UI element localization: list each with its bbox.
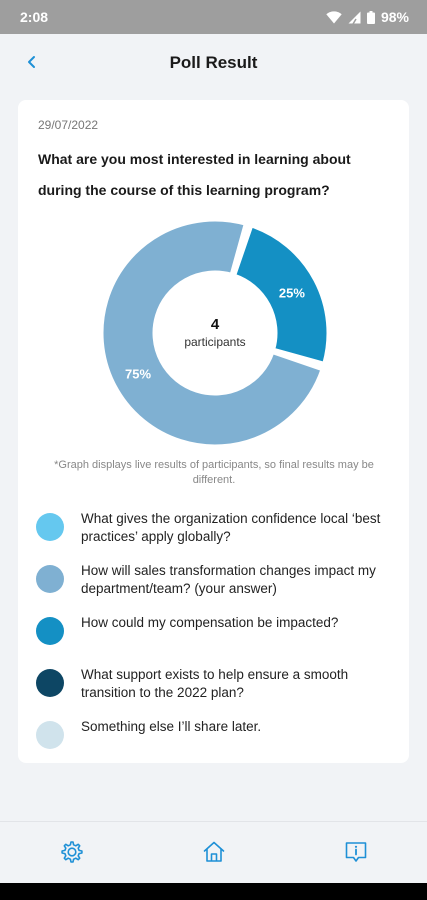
legend-label: What support exists to help ensure a smo… bbox=[81, 667, 349, 700]
chevron-left-icon bbox=[28, 56, 35, 68]
settings-button[interactable] bbox=[59, 839, 85, 865]
poll-result-card: 29/07/2022 What are you most interested … bbox=[18, 100, 409, 763]
signal-icon bbox=[348, 11, 361, 24]
legend-swatch bbox=[36, 565, 64, 593]
back-button[interactable] bbox=[18, 48, 46, 76]
status-time: 2:08 bbox=[20, 9, 49, 25]
poll-question: What are you most interested in learning… bbox=[38, 151, 351, 198]
legend-item: What support exists to help ensure a smo… bbox=[36, 666, 396, 718]
app-header: Poll Result bbox=[0, 34, 427, 92]
participants-count: 4 bbox=[210, 316, 220, 333]
system-gesture-bar bbox=[0, 883, 427, 900]
legend-item: What gives the organization confidence l… bbox=[36, 510, 396, 562]
bottom-navigation bbox=[0, 821, 427, 882]
legend-item: How will sales transformation changes im… bbox=[36, 562, 396, 614]
legend-item: Something else I’ll share later. bbox=[36, 718, 396, 770]
slice-label: 75% bbox=[125, 367, 151, 382]
legend-item: How could my compensation be impacted? bbox=[36, 614, 396, 666]
status-icons: 98% bbox=[326, 9, 409, 25]
status-bar: 2:08 98% bbox=[0, 0, 427, 34]
poll-date: 29/07/2022 bbox=[38, 118, 99, 132]
legend-swatch bbox=[36, 721, 64, 749]
participants-label: participants bbox=[184, 335, 246, 349]
donut-slice bbox=[232, 224, 330, 365]
answer-legend: What gives the organization confidence l… bbox=[36, 510, 396, 770]
home-button[interactable] bbox=[201, 839, 227, 865]
legend-swatch bbox=[36, 513, 64, 541]
chart-center-label: 4 participants bbox=[97, 218, 333, 448]
info-icon bbox=[345, 842, 367, 862]
wifi-icon bbox=[326, 10, 342, 23]
legend-label: What gives the organization confidence l… bbox=[81, 511, 381, 544]
settings-icon bbox=[61, 841, 83, 863]
page-title: Poll Result bbox=[169, 53, 258, 72]
slice-label: 25% bbox=[279, 285, 305, 300]
battery-level: 98% bbox=[380, 9, 409, 25]
legend-label: Something else I’ll share later. bbox=[81, 719, 262, 734]
battery-icon bbox=[366, 10, 375, 24]
legend-label: How will sales transformation changes im… bbox=[81, 563, 376, 596]
legend-label: How could my compensation be impacted? bbox=[81, 615, 339, 630]
home-icon bbox=[203, 841, 225, 862]
donut-chart: 25% 75% 4 participants bbox=[97, 218, 333, 448]
donut-chart-svg: 25% 75% bbox=[100, 218, 330, 448]
results-disclaimer: *Graph displays live results of particip… bbox=[54, 459, 374, 486]
feedback-button[interactable] bbox=[343, 839, 369, 865]
legend-swatch bbox=[36, 617, 64, 645]
legend-swatch bbox=[36, 669, 64, 697]
donut-slice bbox=[100, 218, 324, 448]
